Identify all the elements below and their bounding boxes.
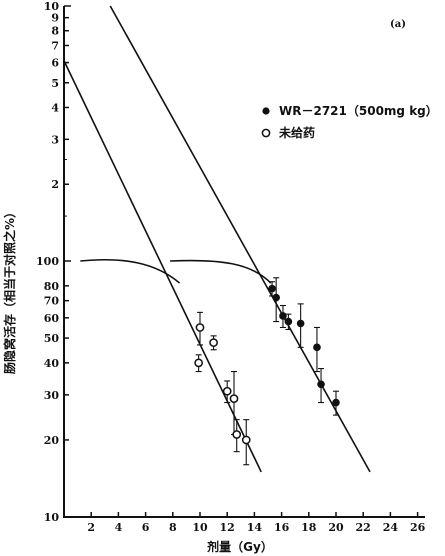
shoulder-curve-untreated: [80, 258, 181, 284]
x-tick-label-24: 24: [383, 521, 399, 534]
y-tick-label-30: 30: [44, 389, 60, 402]
x-ticks: 2 4 6 8 10 12 14 16 18 20 22 24 26: [87, 512, 426, 534]
y-axis-title: 肠隐窝活存（相当于对照之%）: [2, 206, 17, 374]
x-tick-label-20: 20: [328, 521, 344, 534]
y-tick-label-200: 2: [51, 178, 59, 191]
y-tick-label-50: 50: [44, 332, 60, 345]
panel-label: (a): [390, 19, 406, 30]
point-wr2721-6: [317, 380, 325, 389]
x-tick-label-26: 26: [410, 521, 426, 534]
y-tick-label-80: 80: [44, 280, 60, 293]
x-tick-label-6: 6: [142, 521, 150, 534]
fit-line-series-1: [63, 60, 262, 473]
point-untreated-3: [222, 386, 232, 396]
x-tick-label-12: 12: [220, 521, 235, 534]
point-untreated-6: [241, 435, 251, 445]
y-tick-label-600: 6: [51, 57, 59, 70]
y-tick-label-400: 4: [51, 101, 59, 114]
legend-label-wr2721: WR－2721（500mg kg）: [279, 103, 438, 118]
point-wr2721-0: [268, 284, 276, 293]
axes: [63, 6, 425, 518]
x-tick-label-18: 18: [301, 521, 317, 534]
point-wr2721-4: [296, 319, 305, 328]
y-tick-label-700: 7: [51, 40, 59, 53]
point-untreated-2: [209, 338, 218, 347]
x-tick-label-16: 16: [274, 521, 290, 534]
x-tick-label-8: 8: [169, 521, 177, 534]
y-tick-label-300: 3: [51, 133, 59, 146]
legend-marker-untreated: [261, 128, 271, 138]
data-points: [194, 277, 340, 466]
fit-curves: [63, 5, 371, 473]
point-untreated-4: [229, 394, 239, 403]
x-tick-label-22: 22: [356, 521, 371, 534]
y-tick-label-900: 9: [51, 12, 59, 25]
y-tick-label-10: 10: [44, 511, 60, 524]
x-tick-label-2: 2: [87, 521, 95, 534]
point-wr2721-5: [313, 343, 321, 352]
y-tick-label-100: 100: [36, 255, 59, 268]
x-tick-label-10: 10: [192, 521, 208, 534]
y-tick-label-40: 40: [44, 357, 60, 370]
point-untreated-5: [232, 430, 242, 439]
point-untreated-1: [195, 323, 205, 332]
y-tick-label-20: 20: [44, 434, 60, 447]
x-tick-label-4: 4: [115, 521, 123, 534]
x-tick-label-14: 14: [247, 521, 263, 534]
point-wr2721-1: [272, 293, 280, 302]
point-wr2721-2: [279, 312, 287, 320]
point-wr2721-3: [284, 317, 293, 326]
fit-line-series-0: [109, 5, 371, 473]
point-untreated-0: [194, 358, 203, 368]
x-axis-title: 剂量（Gy）: [206, 539, 273, 554]
legend: WR－2721（500mg kg） 未给药: [261, 103, 438, 140]
legend-marker-wr2721: [262, 107, 270, 115]
y-tick-label-500: 5: [51, 77, 59, 90]
y-tick-label-70: 70: [44, 295, 60, 308]
shoulder-curve-wr2721: [170, 259, 272, 284]
y-tick-label-60: 60: [44, 312, 60, 325]
point-wr2721-7: [332, 398, 340, 407]
y-tick-label-1000: 10: [44, 0, 60, 13]
legend-label-untreated: 未给药: [278, 125, 315, 140]
y-tick-label-800: 8: [51, 25, 59, 38]
